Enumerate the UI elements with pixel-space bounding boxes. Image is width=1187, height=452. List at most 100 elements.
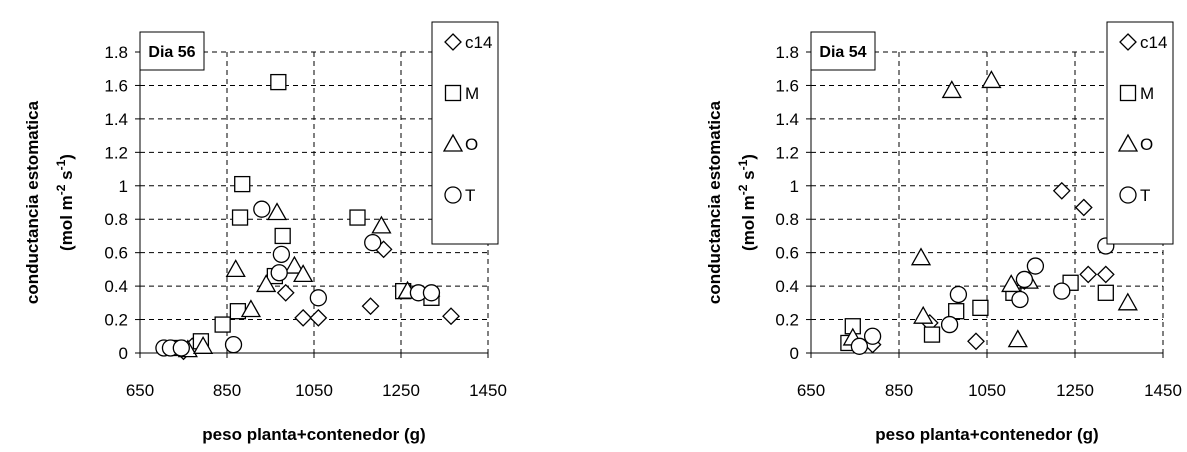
scatter-panel-1: 0 0.2 0.4 0.6 0.8 1 1.2 1.4 1.6 1.8 650 850 1050 1250… [23, 21, 507, 444]
x-tick-label: 1050 [968, 381, 1006, 400]
data-point-T [863, 327, 882, 345]
panel-title: Dia 54 [819, 44, 866, 61]
legend-label-T: T [1140, 186, 1150, 205]
data-point-M [923, 326, 941, 343]
y-tick-label: 0 [790, 344, 799, 363]
data-point-T [364, 233, 382, 252]
data-point-c14 [1096, 265, 1115, 284]
data-point-c14 [967, 332, 985, 351]
data-point-T [1053, 282, 1071, 300]
x-tick-label: 650 [797, 381, 825, 400]
data-point-c14 [442, 307, 460, 326]
legend-box [431, 21, 499, 245]
data-point-O [981, 70, 1002, 89]
y-axis-title: conductancia estomatica [23, 100, 42, 304]
scatter-panel-2: 0 0.2 0.4 0.6 0.8 1 1.2 1.4 1.6 1.8 650 850 1050 1250… [705, 21, 1182, 444]
series-O [842, 70, 1138, 348]
x-tick-label: 1050 [295, 381, 333, 400]
data-point-c14 [1052, 181, 1071, 200]
y-tick-label: 1.2 [104, 143, 128, 162]
y-tick-label: 0.4 [104, 277, 128, 296]
panel-title: Dia 56 [148, 44, 195, 61]
y-tick-label: 0.6 [104, 244, 128, 263]
data-point-O [266, 202, 288, 221]
data-point-c14 [1079, 265, 1098, 284]
data-point-M [231, 209, 249, 226]
data-point-T [422, 284, 441, 302]
data-point-T [270, 264, 288, 282]
data-point-O [910, 247, 932, 266]
data-point-T [309, 289, 328, 307]
y-axis-units: (mol m-2 s-1) [736, 154, 758, 251]
data-point-T [1015, 270, 1034, 289]
x-tick-label: 1250 [1056, 381, 1094, 400]
data-point-M [274, 227, 291, 245]
y-tick-label: 0.6 [775, 244, 799, 263]
y-tick-label: 0.2 [104, 311, 128, 330]
y-tick-label: 1 [119, 177, 128, 196]
legend-marker-T [1119, 186, 1137, 204]
data-point-c14 [361, 297, 380, 316]
data-point-c14 [1074, 198, 1093, 217]
data-point-O [1001, 274, 1022, 293]
x-tick-label: 850 [885, 381, 913, 400]
x-tick-label: 1450 [469, 381, 507, 400]
data-point-T [850, 337, 869, 355]
data-point-O [192, 335, 214, 354]
y-tick-label: 1.2 [775, 143, 799, 162]
data-point-T [1011, 290, 1029, 309]
data-point-M [214, 316, 231, 333]
data-point-M [234, 175, 251, 193]
legend-label-c14: c14 [465, 33, 492, 52]
legend-label-O: O [465, 135, 478, 154]
data-point-O [371, 215, 392, 234]
data-point-O [941, 80, 962, 99]
legend-label-T: T [465, 186, 475, 205]
data-point-T [172, 339, 190, 357]
legend-marker-c14 [444, 33, 462, 51]
data-point-c14 [309, 308, 328, 327]
series-c14 [863, 181, 1115, 354]
x-tick-label: 850 [213, 381, 241, 400]
y-tick-label: 1.8 [775, 43, 799, 62]
x-axis-title: peso planta+contenedor (g) [202, 425, 425, 444]
data-point-T [253, 200, 271, 218]
data-point-c14 [276, 283, 295, 302]
legend-marker-M [1119, 84, 1137, 102]
data-point-O [293, 264, 314, 283]
data-point-O [913, 305, 934, 324]
y-tick-label: 1.6 [775, 76, 799, 95]
data-point-M [972, 299, 989, 317]
data-point-O [256, 274, 277, 293]
data-point-O [284, 255, 305, 274]
x-tick-label: 1250 [382, 381, 420, 400]
x-axis-title: peso planta+contenedor (g) [875, 425, 1098, 444]
data-point-T [272, 245, 291, 263]
y-tick-label: 1.4 [104, 110, 128, 129]
legend-marker-T [444, 186, 462, 204]
data-point-M [270, 73, 287, 91]
gridlines [140, 51, 489, 353]
panel-title-box [810, 31, 876, 71]
data-point-T [224, 335, 243, 354]
legend-label-M: M [1140, 84, 1154, 103]
legend-marker-O [442, 133, 464, 152]
legend-label-c14: c14 [1140, 33, 1167, 52]
legend-marker-O [1117, 133, 1139, 152]
y-tick-label: 0.2 [775, 311, 799, 330]
data-point-c14 [294, 308, 313, 327]
data-point-O [1117, 292, 1138, 311]
y-tick-label: 0.8 [775, 210, 799, 229]
y-axis-title: conductancia estomatica [705, 100, 724, 304]
x-tick-label: 1450 [1144, 381, 1182, 400]
x-tick-label: 650 [126, 381, 154, 400]
legend: c14 M O T [1106, 21, 1174, 245]
y-tick-label: 0.8 [104, 210, 128, 229]
y-tick-label: 0 [119, 344, 128, 363]
y-tick-label: 1 [790, 177, 799, 196]
data-point-T [940, 315, 959, 334]
legend-label-O: O [1140, 135, 1153, 154]
data-point-O [1007, 329, 1028, 348]
legend-marker-M [444, 84, 462, 102]
